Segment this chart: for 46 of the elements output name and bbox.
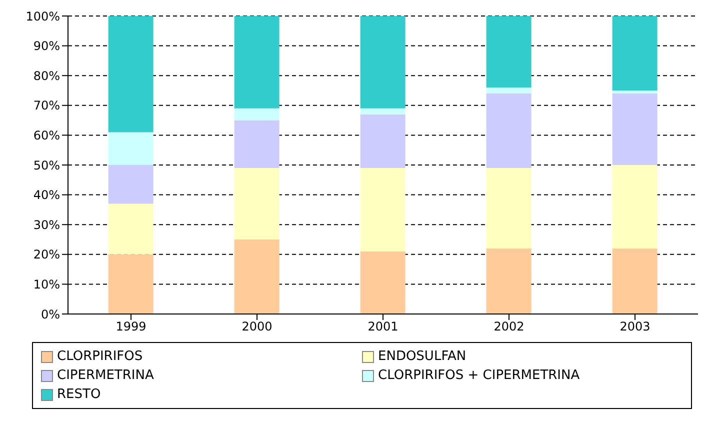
bar (486, 168, 532, 248)
bar (108, 254, 154, 314)
y-tick-label: 20% (33, 248, 60, 262)
bar (234, 168, 280, 240)
x-tick-label: 2002 (494, 320, 524, 334)
bar (612, 16, 658, 90)
bar (360, 16, 406, 108)
bar (360, 251, 406, 314)
bar (108, 165, 154, 204)
bar (612, 90, 658, 94)
bar (612, 248, 658, 314)
y-tick-label: 100% (26, 9, 60, 24)
bar (108, 16, 154, 132)
x-tick-label: 2003 (620, 320, 650, 334)
legend-label: CLORPIRIFOS (57, 349, 143, 364)
y-tick-label: 0% (40, 307, 60, 322)
legend-label: ENDOSULFAN (378, 349, 466, 364)
y-tick-label: 30% (33, 218, 60, 232)
bar (486, 93, 532, 168)
y-tick-label: 90% (33, 39, 60, 54)
y-tick-label: 70% (33, 98, 60, 113)
y-tick-label: 10% (33, 277, 60, 292)
y-tick-label: 50% (33, 158, 60, 172)
y-tick-label: 80% (33, 68, 60, 83)
bar (234, 120, 280, 168)
bar (360, 114, 406, 168)
bar (360, 108, 406, 114)
bar (234, 16, 280, 108)
bar (486, 248, 532, 314)
legend-label: CLORPIRIFOS + CIPERMETRINA (378, 368, 580, 383)
bar (360, 168, 406, 252)
x-tick-label: 2001 (368, 320, 398, 334)
bar (486, 88, 532, 94)
bar (486, 16, 532, 88)
y-tick-label: 40% (33, 188, 60, 202)
x-tick-label: 2000 (242, 320, 272, 334)
bar (108, 132, 154, 165)
bar (612, 165, 658, 248)
bar (234, 108, 280, 120)
y-tick-label: 60% (33, 128, 60, 142)
bar (108, 204, 154, 254)
bar (612, 93, 658, 165)
x-tick-label: 1999 (116, 320, 146, 334)
bar (234, 240, 280, 314)
legend-label: RESTO (57, 387, 101, 402)
legend-label: CIPERMETRINA (57, 368, 154, 383)
